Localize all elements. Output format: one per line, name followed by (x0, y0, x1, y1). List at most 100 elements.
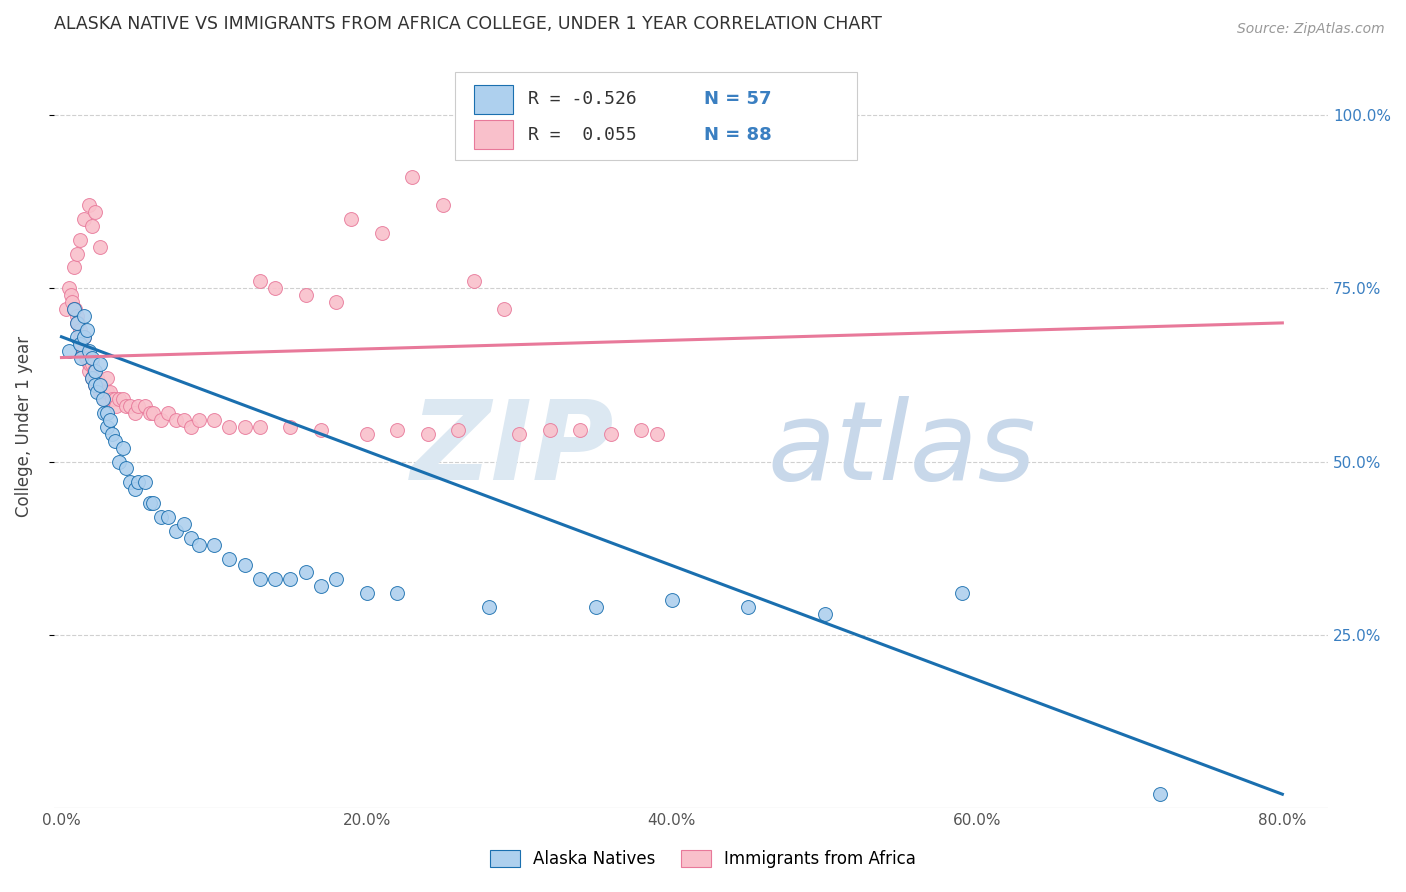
Point (108, 454, 131, 468)
Point (387, 586, 409, 600)
Point (105, 399, 128, 413)
Point (1149, 787, 1171, 801)
Point (124, 406, 146, 420)
Point (55, 301, 77, 316)
Point (142, 406, 165, 420)
Point (96, 420, 118, 434)
Text: Source: ZipAtlas.com: Source: ZipAtlas.com (1237, 22, 1385, 37)
Point (127, 399, 149, 413)
Point (104, 434, 127, 448)
Point (356, 426, 378, 441)
Point (66, 309, 89, 323)
Point (91, 385, 114, 400)
Point (80, 358, 103, 372)
Point (66, 330, 89, 344)
Point (142, 496, 165, 510)
Point (309, 423, 332, 437)
Point (233, 558, 256, 573)
FancyBboxPatch shape (474, 85, 513, 113)
Point (77, 364, 100, 378)
Point (492, 301, 515, 316)
Point (84, 371, 107, 385)
Point (356, 586, 378, 600)
Text: ZIP: ZIP (411, 396, 614, 503)
Point (77, 343, 100, 358)
Point (340, 211, 363, 226)
Point (91, 392, 114, 406)
Point (218, 551, 240, 566)
Point (538, 423, 561, 437)
Point (96, 385, 118, 400)
Point (73, 211, 96, 226)
Point (98, 385, 121, 400)
Point (101, 426, 124, 441)
Point (73, 343, 96, 358)
Point (76, 351, 98, 365)
Point (80, 219, 103, 233)
Point (58, 281, 80, 295)
Point (86, 385, 108, 400)
Point (60, 295, 83, 310)
Point (569, 423, 592, 437)
Point (75, 351, 97, 365)
Point (387, 423, 409, 437)
Point (70, 351, 93, 365)
Point (233, 420, 256, 434)
Point (59, 288, 82, 302)
Point (86, 371, 108, 385)
Point (89, 378, 111, 392)
Point (180, 420, 202, 434)
Text: R = -0.526: R = -0.526 (527, 90, 637, 108)
Point (139, 406, 162, 420)
Point (950, 586, 973, 600)
Point (79, 358, 101, 372)
Point (80, 351, 103, 365)
Text: N = 88: N = 88 (704, 126, 772, 144)
Point (280, 573, 302, 587)
Point (180, 531, 202, 545)
Point (89, 385, 111, 400)
Point (77, 198, 100, 212)
Point (63, 301, 86, 316)
Point (84, 205, 107, 219)
Point (264, 281, 287, 295)
Point (73, 330, 96, 344)
Point (737, 600, 759, 615)
Point (84, 378, 107, 392)
Point (134, 399, 156, 413)
Point (325, 573, 347, 587)
Point (124, 482, 146, 496)
Point (173, 516, 195, 531)
Point (67, 316, 90, 330)
Point (80, 371, 103, 385)
Point (62, 260, 84, 275)
Point (69, 233, 91, 247)
Point (120, 399, 142, 413)
Point (371, 226, 394, 240)
Point (76, 323, 98, 337)
Point (66, 316, 89, 330)
Point (73, 309, 96, 323)
Point (127, 475, 149, 490)
Point (416, 426, 439, 441)
Point (108, 392, 131, 406)
Point (120, 475, 142, 490)
Point (96, 406, 118, 420)
Point (58, 343, 80, 358)
Point (325, 295, 347, 310)
Point (101, 392, 124, 406)
Point (630, 423, 652, 437)
Point (114, 461, 136, 475)
Text: atlas: atlas (768, 396, 1036, 503)
Point (93, 392, 115, 406)
Point (218, 420, 240, 434)
Text: ALASKA NATIVE VS IMMIGRANTS FROM AFRICA COLLEGE, UNDER 1 YEAR CORRELATION CHART: ALASKA NATIVE VS IMMIGRANTS FROM AFRICA … (53, 15, 882, 33)
FancyBboxPatch shape (456, 72, 856, 160)
Point (93, 406, 115, 420)
FancyBboxPatch shape (474, 120, 513, 149)
Point (134, 475, 156, 490)
Point (165, 413, 187, 427)
Point (508, 426, 530, 441)
Point (62, 301, 84, 316)
Point (447, 423, 470, 437)
